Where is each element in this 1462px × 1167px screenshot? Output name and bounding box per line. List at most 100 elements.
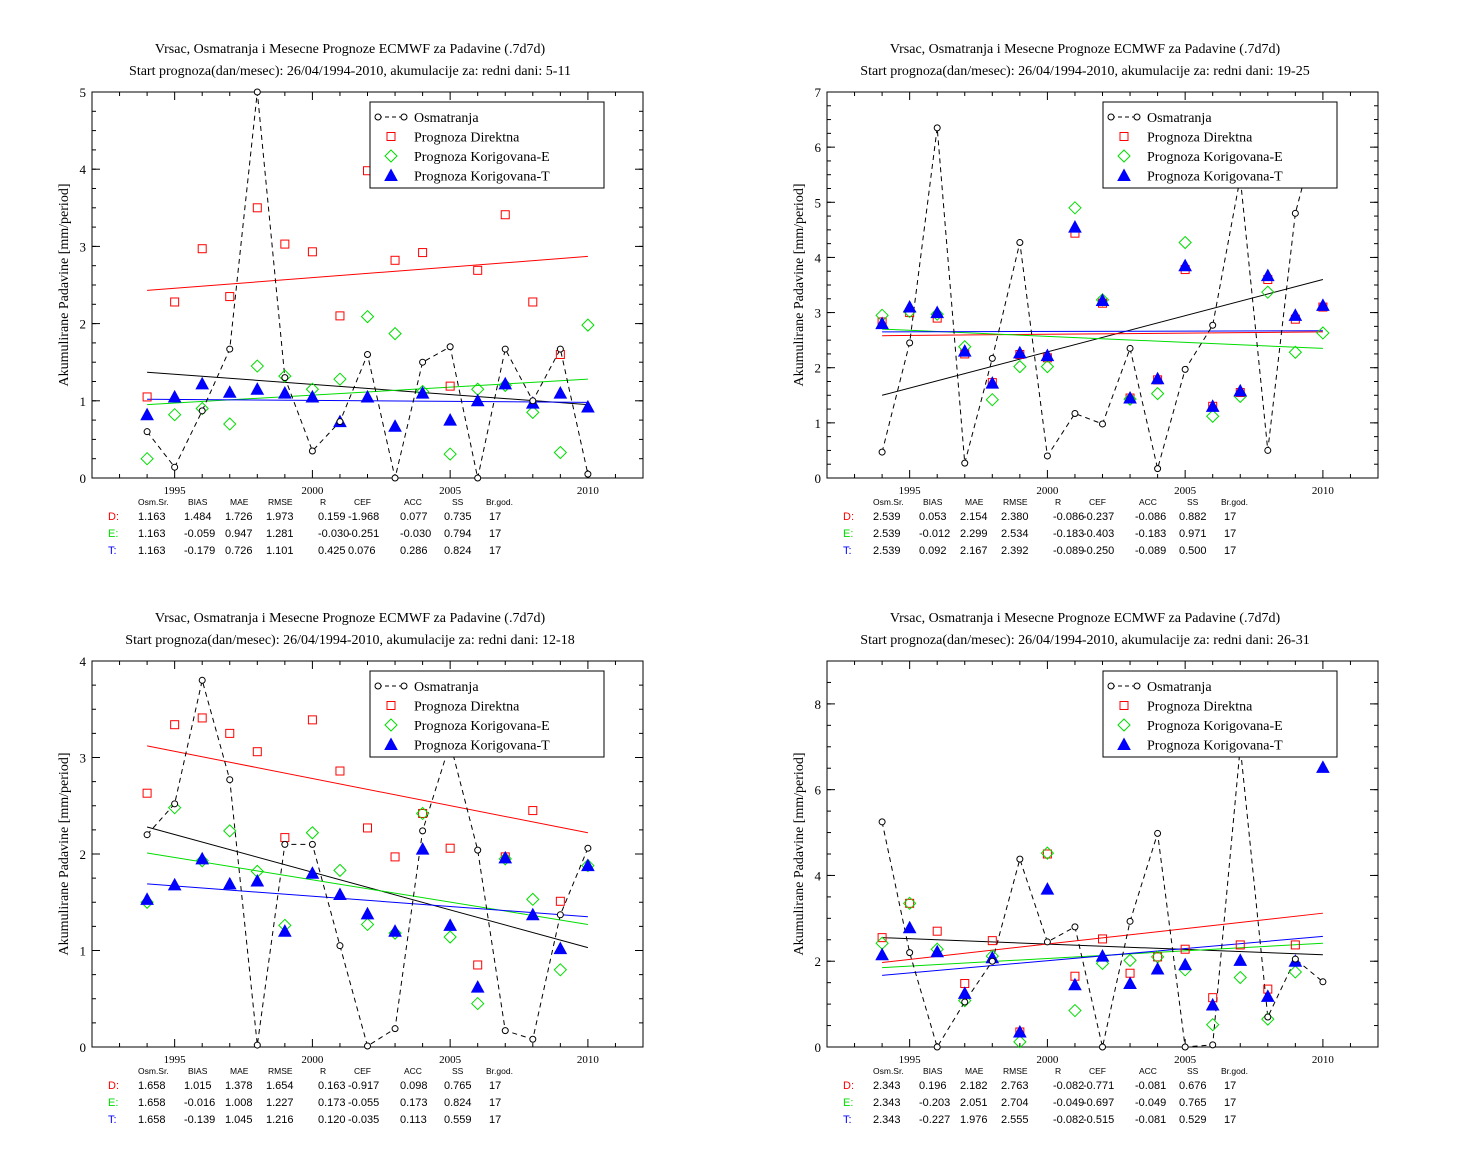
stats-header: R: [320, 1066, 327, 1076]
stats-value: 2.539: [873, 528, 901, 540]
y-tick-label: 2: [80, 847, 87, 862]
observed-line: [146, 680, 589, 1047]
stats-value: 17: [489, 1097, 502, 1109]
point-corrE: [553, 963, 568, 977]
legend-label: Prognoza Korigovana-E: [414, 719, 550, 734]
point-direct: [500, 210, 510, 220]
point-obs: [1291, 209, 1299, 217]
y-tick-label: 8: [815, 697, 822, 712]
stats-header: Osm.Sr.: [873, 497, 904, 507]
chart-subtitle: Start prognoza(dan/mesec): 26/04/1994-20…: [860, 64, 1310, 79]
stats-value: -0.089: [1053, 545, 1085, 557]
point-direct: [225, 292, 235, 302]
stats-value: -0.515: [1083, 1114, 1115, 1126]
stats-value: 1.658: [138, 1097, 166, 1109]
legend-label: Prognoza Korigovana-E: [414, 150, 550, 165]
point-corrT: [360, 389, 375, 403]
point-corrT: [388, 924, 402, 937]
y-tick-label: 1: [80, 394, 87, 409]
stats-header: Osm.Sr.: [138, 497, 169, 507]
stats-table: Osm.Sr. BIAS MAE RMSE R CEF ACC SS Br.god. D: 1.16…: [108, 497, 588, 567]
legend-box: [1102, 670, 1338, 758]
point-corrE: [305, 826, 320, 840]
point-obs: [391, 1025, 399, 1033]
x-tick-label: 2005: [1174, 485, 1197, 497]
point-obs: [1181, 1043, 1189, 1051]
chart-subtitle: Start prognoza(dan/mesec): 26/04/1994-20…: [125, 633, 575, 648]
stats-table: Osm.Sr. BIAS MAE RMSE R CEF ACC SS Br.god. D: 2.53…: [843, 497, 1323, 567]
x-tick-label: 2010: [577, 1054, 600, 1066]
point-obs: [933, 124, 941, 132]
x-tick-label: 2000: [301, 485, 324, 497]
legend-marker-corrT: [384, 168, 398, 181]
stats-header: BIAS: [923, 1066, 943, 1076]
point-obs: [529, 1035, 537, 1043]
series-obs: [143, 88, 592, 482]
stats-value: 2.343: [873, 1114, 901, 1126]
series-direct: [142, 166, 593, 402]
point-obs: [501, 345, 509, 353]
point-obs: [1043, 452, 1051, 460]
legend-marker-obs: [1133, 682, 1141, 690]
point-direct: [280, 239, 290, 249]
point-corrT: [1178, 957, 1192, 971]
point-corrT: [167, 389, 182, 403]
point-obs: [364, 1042, 371, 1050]
point-corrE: [1316, 326, 1330, 340]
point-corrE: [1013, 359, 1027, 374]
trend-line-corrE: [882, 328, 1323, 349]
stats-value: 0.824: [444, 545, 472, 557]
x-tick-label: 2000: [1036, 1054, 1059, 1066]
point-corrE: [1040, 846, 1055, 860]
y-tick-label: 3: [80, 751, 87, 766]
stats-value: 1.654: [266, 1080, 294, 1092]
stats-value: -0.089: [1135, 545, 1167, 557]
stats-header: Osm.Sr.: [873, 1066, 904, 1076]
series-direct: [877, 228, 1328, 411]
point-obs: [308, 840, 316, 848]
stats-header: SS: [1187, 497, 1199, 507]
legend-marker-corrE: [1117, 718, 1131, 732]
stats-value: 0.765: [444, 1080, 472, 1092]
point-corrE: [1261, 1012, 1275, 1026]
stats-header: Br.god.: [486, 1066, 513, 1076]
stats-value: -0.697: [1083, 1097, 1115, 1109]
legend-marker-corrE: [384, 149, 398, 163]
stats-header: CEF: [1089, 497, 1106, 507]
point-obs: [1181, 365, 1189, 373]
x-tick-label: 2005: [439, 485, 462, 497]
point-obs: [281, 840, 289, 848]
point-obs: [419, 827, 427, 835]
point-direct: [473, 960, 483, 970]
stats-value: -0.183: [1135, 528, 1167, 540]
stats-value: -0.183: [1053, 528, 1085, 540]
trend-line-corrT: [147, 883, 588, 918]
point-corrT: [167, 877, 182, 891]
stats-value: 0.726: [225, 545, 253, 557]
trend-line-direct: [882, 912, 1323, 964]
stats-value: -0.250: [1083, 545, 1115, 557]
point-obs: [171, 463, 179, 471]
series-obs: [878, 743, 1327, 1051]
stats-value: 1.015: [184, 1080, 212, 1092]
point-direct: [960, 979, 970, 989]
point-direct: [1235, 940, 1245, 950]
legend-marker-obs: [374, 113, 382, 121]
stats-value: 1.008: [225, 1097, 253, 1109]
stats-value: 1.163: [138, 528, 166, 540]
point-corrT: [1150, 371, 1165, 385]
point-corrE: [415, 806, 430, 821]
stats-value: -0.179: [184, 545, 216, 557]
point-obs: [1016, 855, 1024, 863]
legend-marker-obs: [374, 682, 382, 690]
stats-value: -0.237: [1083, 511, 1115, 523]
point-direct: [1180, 944, 1190, 954]
point-corrT: [1288, 308, 1303, 321]
legend-label: Prognoza Korigovana-T: [1147, 739, 1283, 754]
x-tick-label: 2010: [1312, 1054, 1335, 1066]
point-corrT: [1260, 268, 1275, 282]
point-obs: [1071, 409, 1079, 417]
x-tick-label: 2005: [439, 1054, 462, 1066]
point-direct: [473, 265, 483, 275]
trend-line-obs: [146, 826, 589, 949]
